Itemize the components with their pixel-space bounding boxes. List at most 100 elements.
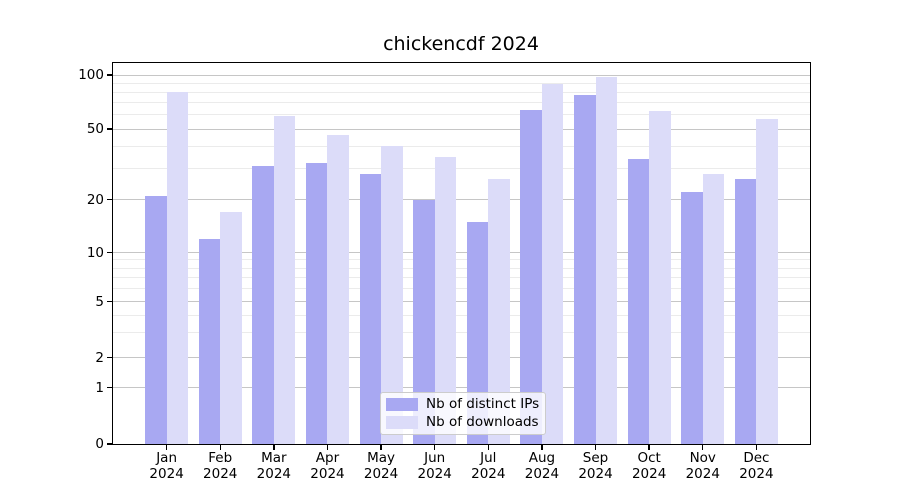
x-tick-year: 2024: [417, 465, 452, 482]
x-tick-mark: [755, 445, 758, 450]
legend-label-downloads: Nb of downloads: [426, 413, 539, 430]
bar-downloads-sep: [595, 77, 618, 444]
y-tick-mark: [107, 128, 113, 130]
y-tick-mark: [107, 300, 113, 303]
bar-downloads-may: [381, 146, 403, 444]
bar-distinct-ips-apr: [305, 163, 328, 444]
y-tick-label-1: 1: [95, 379, 104, 396]
x-tick-year: 2024: [363, 465, 399, 482]
bar-downloads-jan: [166, 92, 189, 444]
gridline-major: [113, 301, 810, 302]
x-tick-mark: [380, 445, 382, 450]
x-tick-label-feb-2024: Feb 2024: [175, 450, 265, 482]
bar-downloads-aug: [541, 84, 564, 444]
y-tick-mark: [107, 199, 113, 201]
x-tick-year: 2024: [149, 465, 184, 482]
y-tick-label-100: 100: [78, 67, 104, 83]
y-tick-mark: [107, 356, 113, 359]
gridline-major: [113, 199, 810, 201]
gridline-minor: [113, 277, 810, 279]
x-tick-month: Sep: [582, 450, 609, 466]
x-tick-label-jan-2024: Jan 2024: [122, 450, 212, 482]
bar-distinct-ips-nov: [681, 192, 703, 444]
bar-downloads-dec: [756, 118, 778, 444]
y-tick-mark: [107, 74, 113, 76]
x-tick-label-sep-2024: Sep 2024: [551, 450, 641, 482]
y-tick-label-5: 5: [95, 293, 104, 310]
x-tick-label-may-2024: May 2024: [336, 450, 426, 482]
x-tick-mark: [165, 445, 168, 450]
x-tick-label-mar-2024: Mar 2024: [229, 450, 319, 482]
gridline-minor: [113, 145, 810, 147]
x-tick-month: Feb: [208, 450, 233, 466]
x-tick-year: 2024: [256, 465, 292, 482]
bar-downloads-mar: [273, 116, 296, 444]
bar-distinct-ips-oct: [627, 158, 650, 444]
bar-downloads-apr: [327, 135, 349, 444]
bar-distinct-ips-jan: [145, 195, 167, 444]
x-tick-label-apr-2024: Apr 2024: [282, 450, 372, 482]
bar-distinct-ips-mar: [252, 165, 274, 444]
y-tick-label-20: 20: [86, 191, 104, 208]
gridline-minor: [113, 114, 810, 116]
x-tick-month: Apr: [315, 450, 340, 466]
gridline-major: [113, 252, 810, 253]
x-tick-mark: [702, 445, 704, 450]
x-tick-mark: [487, 445, 489, 450]
legend-item-downloads: Nb of downloads: [386, 413, 540, 430]
x-tick-year: 2024: [739, 465, 774, 482]
x-tick-mark: [273, 445, 275, 450]
gridline-minor: [113, 332, 810, 334]
bar-distinct-ips-jul: [466, 221, 489, 444]
x-tick-mark: [648, 445, 650, 450]
bar-distinct-ips-aug: [520, 109, 542, 444]
bar-distinct-ips-may: [359, 173, 382, 444]
y-tick-mark: [107, 386, 113, 389]
x-tick-year: 2024: [203, 465, 238, 482]
x-tick-month: Nov: [689, 450, 716, 466]
bar-downloads-feb: [220, 212, 242, 444]
bar-distinct-ips-jun: [413, 199, 435, 444]
bar-distinct-ips-dec: [734, 179, 757, 444]
gridline-major: [113, 128, 810, 130]
gridline-minor: [113, 259, 810, 261]
x-tick-year: 2024: [524, 465, 560, 482]
x-tick-month: Jan: [156, 450, 178, 466]
x-tick-label-dec-2024: Dec 2024: [711, 450, 801, 482]
bar-downloads-jun: [434, 156, 457, 444]
x-tick-label-oct-2024: Oct 2024: [604, 450, 694, 482]
gridline-major: [113, 387, 810, 388]
x-tick-month: May: [367, 450, 396, 466]
gridline-minor: [113, 167, 810, 169]
legend: Nb of distinct IPs Nb of downloads: [380, 392, 546, 435]
x-tick-month: Aug: [528, 450, 556, 466]
gridline-minor: [113, 288, 810, 290]
y-tick-label-50: 50: [86, 121, 104, 137]
x-tick-label-aug-2024: Aug 2024: [497, 450, 587, 482]
gridline-major: [113, 74, 810, 76]
x-tick-mark: [594, 445, 597, 450]
gridline-minor: [113, 267, 810, 269]
y-tick-label-0: 0: [95, 436, 104, 452]
legend-swatch-distinct-ips-icon: [386, 398, 418, 412]
gridline-minor: [113, 314, 810, 316]
x-tick-year: 2024: [685, 465, 720, 482]
x-tick-label-jun-2024: Jun 2024: [390, 450, 480, 482]
gridline-major: [113, 357, 810, 358]
y-tick-label-2: 2: [95, 349, 104, 366]
legend-swatch-downloads-icon: [386, 415, 418, 429]
x-tick-year: 2024: [310, 465, 345, 482]
x-tick-label-jul-2024: Jul 2024: [443, 450, 533, 482]
x-tick-mark: [326, 445, 329, 450]
bar-downloads-oct: [649, 110, 671, 444]
bar-distinct-ips-sep: [574, 95, 596, 444]
legend-label-distinct-ips: Nb of distinct IPs: [426, 396, 540, 413]
x-tick-year: 2024: [631, 465, 667, 482]
x-tick-year: 2024: [578, 465, 613, 482]
legend-item-distinct-ips: Nb of distinct IPs: [386, 397, 540, 412]
x-tick-mark: [433, 445, 436, 450]
x-tick-month: Oct: [637, 450, 661, 466]
bar-downloads-jul: [488, 179, 510, 444]
